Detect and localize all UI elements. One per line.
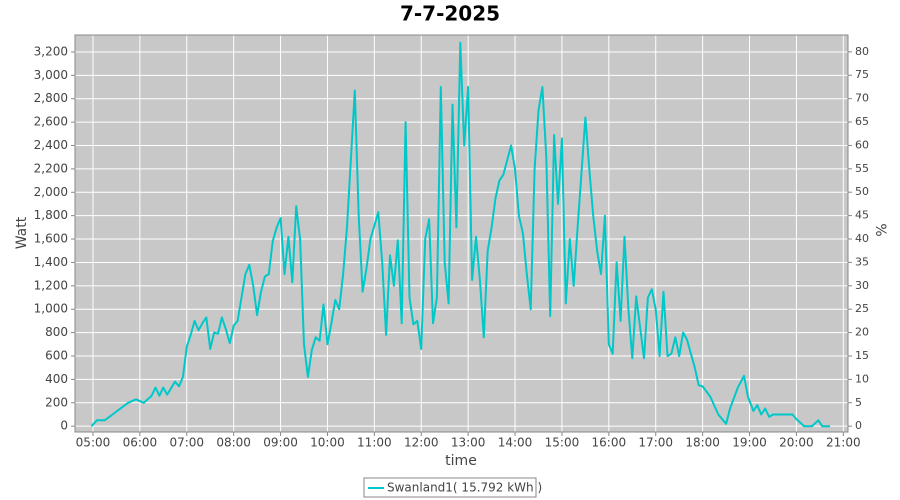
x-tick-label: 08:00 <box>216 436 251 450</box>
y2-tick-label: 50 <box>855 185 869 198</box>
x-tick-label: 20:00 <box>779 436 814 450</box>
y2-tick-label: 5 <box>855 396 862 409</box>
x-tick-label: 05:00 <box>76 436 111 450</box>
data-line <box>90 41 830 428</box>
legend-label: Swanland1( 15.792 kWh ) <box>387 481 542 495</box>
y2-tick-label: 65 <box>855 115 869 128</box>
x-tick-label: 16:00 <box>592 436 627 450</box>
x-tick-label: 12:00 <box>404 436 439 450</box>
y2-tick-label: 40 <box>855 232 869 245</box>
x-tick-label: 21:00 <box>826 436 861 450</box>
x-axis-title: time <box>445 453 477 469</box>
y2-tick-label: 15 <box>855 349 869 362</box>
x-tick-label: 10:00 <box>310 436 345 450</box>
x-tick-label: 18:00 <box>685 436 720 450</box>
y-tick-label: 1,600 <box>34 232 68 246</box>
y2-tick-label: 80 <box>855 45 869 58</box>
y-tick-label: 2,600 <box>34 115 68 129</box>
x-tick-label: 07:00 <box>169 436 204 450</box>
y-tick-label: 2,800 <box>34 91 68 105</box>
x-tick-label: 11:00 <box>357 436 392 450</box>
y2-tick-label: 45 <box>855 209 869 222</box>
y2-tick-label: 60 <box>855 138 869 151</box>
y2-tick-label: 35 <box>855 255 869 268</box>
x-tick-label: 09:00 <box>263 436 298 450</box>
y2-tick-label: 70 <box>855 92 869 105</box>
y-tick-label: 600 <box>45 348 68 362</box>
y-tick-label: 2,200 <box>34 161 68 175</box>
y-axis-title: Watt <box>14 216 30 249</box>
x-tick-label: 19:00 <box>732 436 767 450</box>
x-tick-label: 15:00 <box>545 436 580 450</box>
y-tick-label: 0 <box>60 419 68 433</box>
y2-tick-label: 10 <box>855 372 869 385</box>
y2-axis-title: % <box>872 223 888 236</box>
y-tick-label: 400 <box>45 372 68 386</box>
y2-tick-label: 75 <box>855 68 869 81</box>
y-tick-label: 1,000 <box>34 302 68 316</box>
y2-tick-label: 0 <box>855 419 862 432</box>
plot-area <box>75 35 848 432</box>
y-tick-label: 2,400 <box>34 138 68 152</box>
y2-tick-label: 25 <box>855 302 869 315</box>
y-tick-label: 1,200 <box>34 278 68 292</box>
y2-tick-label: 20 <box>855 326 869 339</box>
y-tick-label: 3,000 <box>34 68 68 82</box>
y-tick-label: 1,400 <box>34 255 68 269</box>
x-tick-label: 14:00 <box>498 436 533 450</box>
y-tick-label: 3,200 <box>34 44 68 58</box>
x-tick-label: 06:00 <box>123 436 158 450</box>
chart-title: 7-7-2025 <box>400 2 500 26</box>
x-tick-label: 17:00 <box>638 436 673 450</box>
y-tick-label: 2,000 <box>34 185 68 199</box>
y-tick-label: 200 <box>45 395 68 409</box>
y2-tick-label: 30 <box>855 279 869 292</box>
y-tick-label: 800 <box>45 325 68 339</box>
y2-tick-label: 55 <box>855 162 869 175</box>
plot-border <box>74 34 849 433</box>
y-tick-label: 1,800 <box>34 208 68 222</box>
legend <box>363 477 537 498</box>
x-tick-label: 13:00 <box>451 436 486 450</box>
